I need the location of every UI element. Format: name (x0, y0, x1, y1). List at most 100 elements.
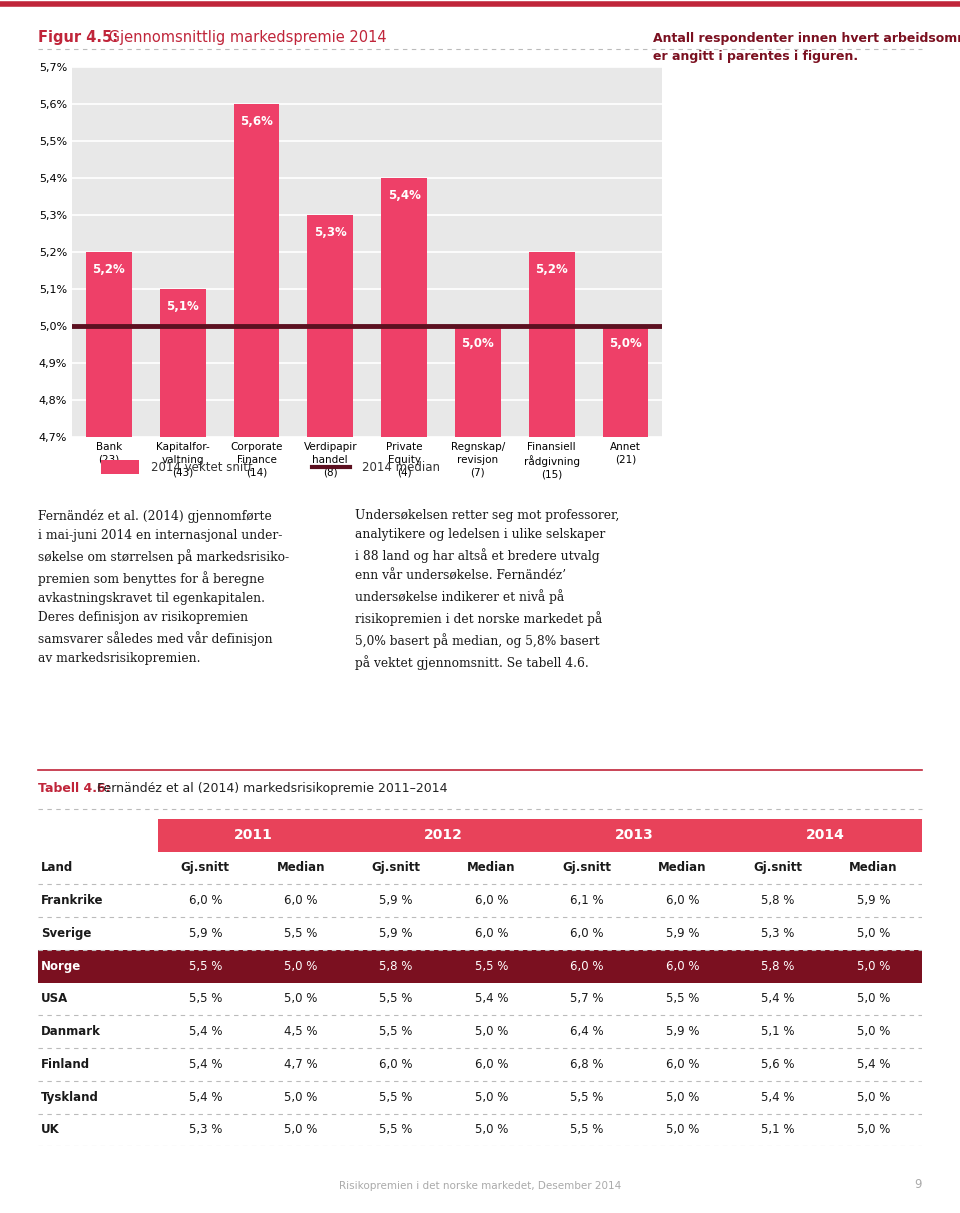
Text: 5,0 %: 5,0 % (284, 992, 318, 1006)
Bar (307, 215, 353, 1213)
Text: 6,0 %: 6,0 % (665, 959, 699, 973)
Bar (348, 819, 540, 852)
Text: 5,0%: 5,0% (462, 337, 494, 349)
Bar (38, 950, 922, 983)
Text: 5,0 %: 5,0 % (284, 1090, 318, 1104)
Text: Median: Median (850, 861, 898, 875)
Bar (381, 177, 427, 1213)
Bar (159, 289, 205, 1213)
Text: 5,0 %: 5,0 % (665, 1090, 699, 1104)
Text: 5,0 %: 5,0 % (856, 992, 890, 1006)
Text: 5,3%: 5,3% (314, 226, 347, 239)
Text: 5,0 %: 5,0 % (665, 1123, 699, 1137)
Text: 5,0 %: 5,0 % (475, 1090, 508, 1104)
Text: 2011: 2011 (233, 828, 273, 842)
Text: 6,0 %: 6,0 % (475, 1058, 508, 1071)
Text: Gj.snitt: Gj.snitt (372, 861, 420, 875)
Text: 2013: 2013 (615, 828, 654, 842)
Text: 5,2%: 5,2% (92, 263, 125, 275)
Text: Danmark: Danmark (41, 1025, 101, 1038)
Text: 5,4 %: 5,4 % (188, 1025, 222, 1038)
Text: 5,9 %: 5,9 % (665, 1025, 699, 1038)
Text: 5,5 %: 5,5 % (475, 959, 508, 973)
Text: Antall respondenter innen hvert arbeidsområde
er angitt i parentes i figuren.: Antall respondenter innen hvert arbeidso… (653, 30, 960, 63)
Text: 5,0 %: 5,0 % (856, 1090, 890, 1104)
Text: 6,0 %: 6,0 % (379, 1058, 413, 1071)
Bar (157, 819, 348, 852)
Text: Tabell 4.6:: Tabell 4.6: (38, 782, 111, 796)
Bar (540, 819, 730, 852)
Text: 5,1 %: 5,1 % (761, 1025, 794, 1038)
Text: Finland: Finland (41, 1058, 90, 1071)
Text: Gj.snitt: Gj.snitt (563, 861, 612, 875)
Text: 5,6%: 5,6% (240, 115, 273, 127)
Text: 5,5 %: 5,5 % (188, 959, 222, 973)
Text: 5,4 %: 5,4 % (188, 1090, 222, 1104)
Bar (730, 819, 922, 852)
Text: 5,4%: 5,4% (388, 189, 420, 201)
Text: 6,0 %: 6,0 % (570, 959, 604, 973)
Text: Sverige: Sverige (41, 927, 91, 940)
Text: 5,4 %: 5,4 % (761, 992, 794, 1006)
Text: 5,5 %: 5,5 % (570, 1090, 604, 1104)
Text: 2014: 2014 (806, 828, 845, 842)
Text: Risikopremien i det norske markedet, Desember 2014: Risikopremien i det norske markedet, Des… (339, 1181, 621, 1191)
Text: 5,2%: 5,2% (536, 263, 568, 275)
Text: 5,9 %: 5,9 % (379, 927, 413, 940)
Text: 2014 median: 2014 median (362, 461, 440, 473)
Text: 5,0 %: 5,0 % (856, 927, 890, 940)
Text: 5,9 %: 5,9 % (379, 894, 413, 907)
Text: 5,0 %: 5,0 % (284, 959, 318, 973)
Text: Figur 4.5:: Figur 4.5: (38, 30, 118, 45)
Text: 6,0 %: 6,0 % (570, 927, 604, 940)
Text: 5,5 %: 5,5 % (570, 1123, 604, 1137)
Text: Fernändéz et al. (2014) gjennomførte
i mai-juni 2014 en internasjonal under-
søk: Fernändéz et al. (2014) gjennomførte i m… (38, 509, 290, 665)
Text: 6,4 %: 6,4 % (570, 1025, 604, 1038)
Text: 5,0 %: 5,0 % (284, 1123, 318, 1137)
Text: 9: 9 (914, 1178, 922, 1191)
Text: Gj.snitt: Gj.snitt (180, 861, 229, 875)
Bar (455, 325, 501, 1213)
Text: 5,7 %: 5,7 % (570, 992, 604, 1006)
Text: 5,5 %: 5,5 % (188, 992, 222, 1006)
Text: 4,7 %: 4,7 % (284, 1058, 318, 1071)
Text: 5,5 %: 5,5 % (379, 1025, 413, 1038)
Text: 6,0 %: 6,0 % (665, 1058, 699, 1071)
Text: 5,4 %: 5,4 % (188, 1058, 222, 1071)
Text: 6,0 %: 6,0 % (475, 927, 508, 940)
Text: Norge: Norge (41, 959, 82, 973)
Text: 6,8 %: 6,8 % (570, 1058, 604, 1071)
Bar (233, 103, 279, 1213)
Text: 5,0 %: 5,0 % (475, 1123, 508, 1137)
Text: Median: Median (276, 861, 325, 875)
Bar (86, 251, 132, 1213)
Text: 6,0 %: 6,0 % (665, 894, 699, 907)
Text: 5,5 %: 5,5 % (665, 992, 699, 1006)
Text: 5,3 %: 5,3 % (188, 1123, 222, 1137)
Text: 5,5 %: 5,5 % (379, 1090, 413, 1104)
Bar (529, 251, 575, 1213)
Text: 5,9 %: 5,9 % (665, 927, 699, 940)
Text: 5,5 %: 5,5 % (379, 1123, 413, 1137)
Text: 5,3 %: 5,3 % (761, 927, 794, 940)
Text: 5,5 %: 5,5 % (379, 992, 413, 1006)
Text: 6,1 %: 6,1 % (570, 894, 604, 907)
Text: Fernändéz et al (2014) markedsrisikopremie 2011–2014: Fernändéz et al (2014) markedsrisikoprem… (93, 782, 447, 796)
Text: 2012: 2012 (424, 828, 464, 842)
Text: 5,0%: 5,0% (610, 337, 642, 349)
Text: Frankrike: Frankrike (41, 894, 104, 907)
Text: 5,5 %: 5,5 % (284, 927, 318, 940)
Text: 6,0 %: 6,0 % (188, 894, 222, 907)
Text: Land: Land (41, 861, 73, 875)
Text: 5,1 %: 5,1 % (761, 1123, 794, 1137)
Text: 5,8 %: 5,8 % (761, 959, 794, 973)
Text: 5,0 %: 5,0 % (856, 959, 890, 973)
Text: Tyskland: Tyskland (41, 1090, 99, 1104)
Bar (603, 325, 648, 1213)
Text: 2014 vektet snitt: 2014 vektet snitt (151, 461, 252, 473)
Text: USA: USA (41, 992, 68, 1006)
Text: 5,9 %: 5,9 % (188, 927, 222, 940)
Text: 5,6 %: 5,6 % (761, 1058, 794, 1071)
Text: 5,8 %: 5,8 % (379, 959, 413, 973)
Text: 5,4 %: 5,4 % (475, 992, 508, 1006)
